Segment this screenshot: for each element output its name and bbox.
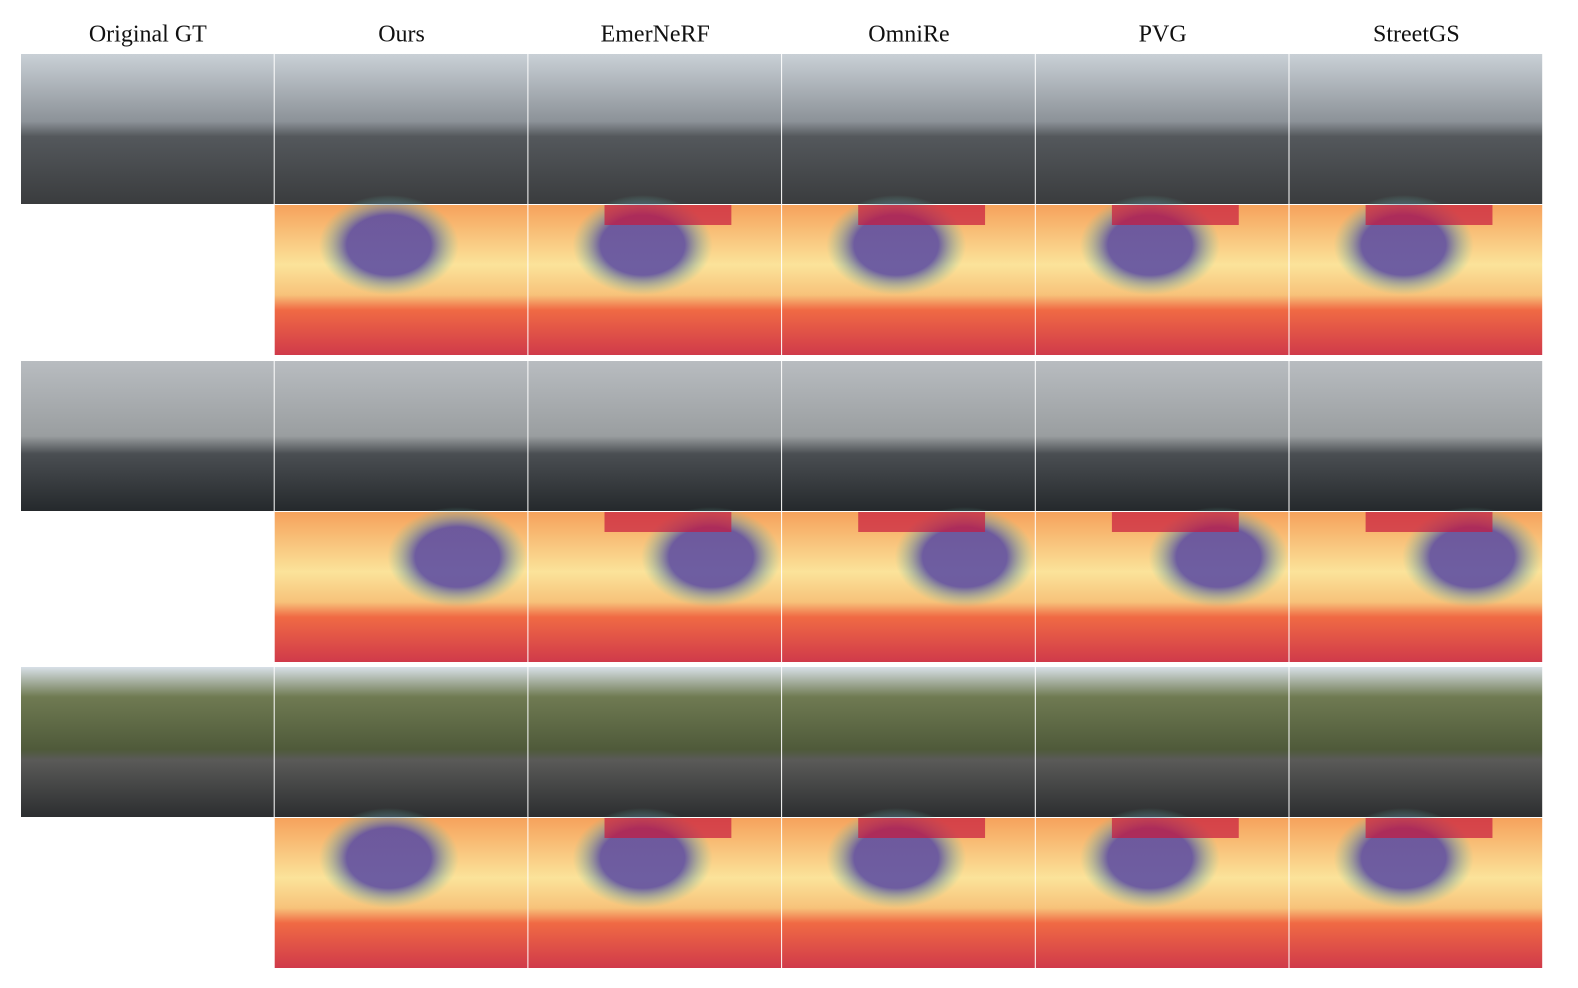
rgb-image xyxy=(782,361,1035,511)
depth-sky xyxy=(604,205,732,225)
depth-sky xyxy=(1111,205,1239,225)
column-header: PVG xyxy=(1139,22,1187,48)
depth-sky xyxy=(858,205,986,225)
depth-sky xyxy=(604,512,732,532)
rgb-image xyxy=(1289,54,1543,204)
rgb-image xyxy=(782,667,1035,817)
rgb-image xyxy=(1035,361,1289,511)
depth-sky xyxy=(1365,205,1493,225)
depth-far-region xyxy=(318,195,459,295)
depth-sky xyxy=(604,818,732,838)
rgb-image xyxy=(528,667,782,817)
panels xyxy=(21,54,1543,968)
depth-far-region xyxy=(387,507,528,607)
column-header: Ours xyxy=(378,22,425,48)
rgb-image xyxy=(21,54,274,204)
rgb-image xyxy=(274,667,528,817)
depth-sky xyxy=(858,818,986,838)
rgb-image xyxy=(528,54,782,204)
rgb-image xyxy=(274,54,528,204)
depth-sky xyxy=(1365,818,1493,838)
column-header: OmniRe xyxy=(868,22,949,48)
rgb-image xyxy=(1035,54,1289,204)
depth-sky xyxy=(858,512,986,532)
depth-sky xyxy=(1111,818,1239,838)
rgb-image xyxy=(274,361,528,511)
depth-sky xyxy=(1111,512,1239,532)
depth-sky xyxy=(1365,512,1493,532)
column-header: EmerNeRF xyxy=(601,22,710,48)
rgb-image xyxy=(1289,361,1543,511)
column-header: StreetGS xyxy=(1373,22,1460,48)
rgb-image xyxy=(782,54,1035,204)
column-header: Original GT xyxy=(89,22,207,48)
column-headers: Original GT Ours EmerNeRF OmniRe PVG StreetGS xyxy=(89,22,1460,48)
rgb-image xyxy=(1289,667,1543,817)
rgb-image xyxy=(1035,667,1289,817)
rgb-image xyxy=(528,361,782,511)
depth-far-region xyxy=(318,808,459,908)
rgb-image xyxy=(21,667,274,817)
rgb-image xyxy=(21,361,274,511)
